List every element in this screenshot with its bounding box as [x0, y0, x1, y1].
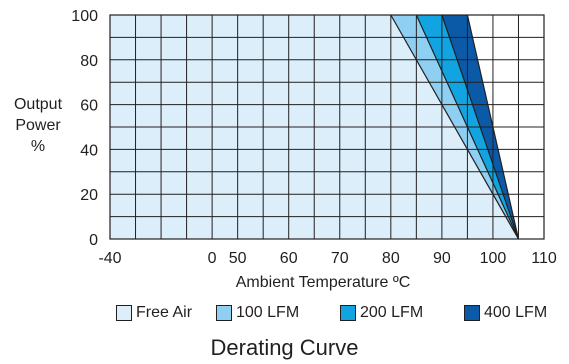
y-axis-title-line-3: %: [30, 138, 46, 155]
plot-frame: [109, 14, 545, 240]
legend-swatch-400-lfm: [464, 305, 480, 321]
legend-item-200-lfm: 200 LFM: [340, 302, 423, 324]
x-tick-label: 50: [229, 250, 247, 267]
y-axis-title-line-2: Power: [15, 117, 61, 134]
legend-item-400-lfm: 400 LFM: [464, 302, 547, 324]
series-edge-200-lfm: [441, 14, 520, 240]
x-tick-label: 90: [433, 250, 451, 267]
y-tick-label: 20: [80, 187, 98, 204]
legend: Free Air 100 LFM 200 LFM 400 LFM: [0, 302, 569, 324]
legend-label-200-lfm: 200 LFM: [360, 304, 424, 321]
y-axis-title-line-1: Output: [13, 96, 63, 113]
y-tick-label: 60: [80, 98, 98, 115]
legend-swatch-free-air: [116, 305, 132, 321]
x-tick-label: 110: [531, 250, 557, 267]
x-tick-label: 70: [331, 250, 349, 267]
x-tick-label: 100: [480, 250, 507, 267]
y-tick-label: 0: [89, 232, 98, 249]
series-edge-100-lfm: [415, 14, 520, 240]
y-tick-label: 80: [80, 53, 98, 70]
x-tick-label: 60: [280, 250, 298, 267]
legend-swatch-100-lfm: [216, 305, 232, 321]
x-axis-title: Ambient Temperature ºC: [236, 274, 411, 291]
legend-label-400-lfm: 400 LFM: [484, 304, 548, 321]
chart-title: Derating Curve: [210, 335, 359, 360]
legend-swatch-200-lfm: [340, 305, 356, 321]
y-tick-label: 40: [80, 142, 98, 159]
legend-item-100-lfm: 100 LFM: [216, 302, 299, 324]
series-edge-400-lfm: [466, 14, 520, 240]
legend-label-free-air: Free Air: [136, 304, 193, 321]
x-tick-label: -40: [98, 250, 121, 267]
legend-item-free-air: Free Air: [116, 302, 192, 324]
series-edge-free-air: [390, 14, 519, 240]
legend-label-100-lfm: 100 LFM: [236, 304, 300, 321]
x-tick-label: 0: [208, 250, 217, 267]
y-tick-label: 100: [71, 8, 98, 25]
y-axis-title: Output Power %: [6, 94, 70, 157]
x-tick-label: 80: [382, 250, 400, 267]
